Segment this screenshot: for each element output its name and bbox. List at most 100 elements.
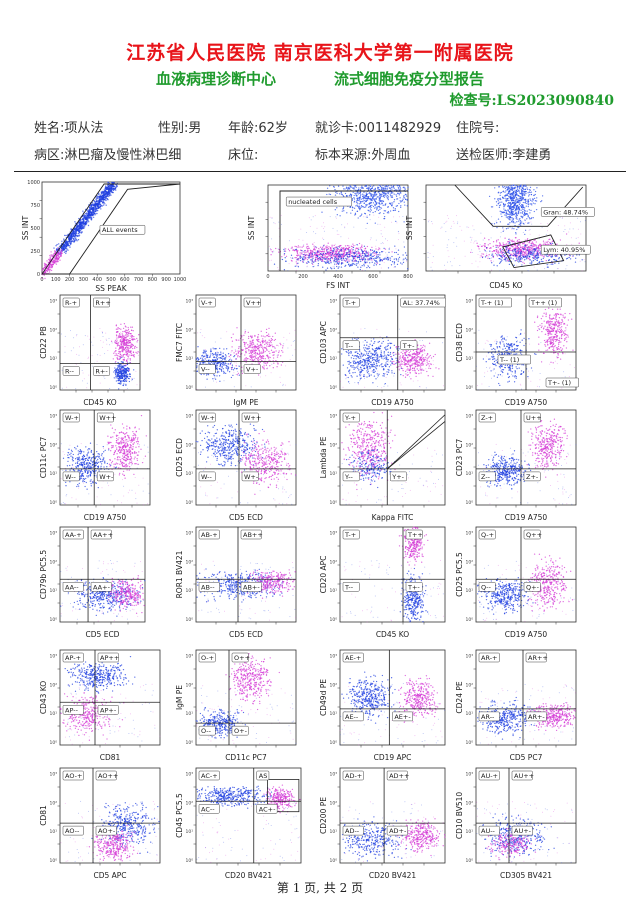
patient-age: 年龄:62岁 bbox=[228, 121, 288, 136]
quadrant-label: R-- bbox=[65, 367, 75, 375]
quadrant-label: AE+- bbox=[394, 713, 411, 721]
quadrant-label: AL: 37.74% bbox=[403, 299, 440, 307]
quadrant-label: AU+- bbox=[514, 827, 532, 835]
x-axis-label: CD5 APC bbox=[93, 871, 126, 880]
y-tick-label: 500 bbox=[30, 226, 40, 232]
report-subtitle: 血液病理诊断中心 流式细胞免疫分型报告 bbox=[0, 68, 640, 89]
inpatient-number: 住院号: bbox=[456, 121, 500, 136]
y-axis-label: SS INT bbox=[21, 215, 30, 240]
specimen-source: 标本来源:外周血 bbox=[315, 148, 411, 163]
quadrant-label: AC-- bbox=[201, 805, 215, 813]
y-axis-label: CD24 PE bbox=[455, 681, 464, 713]
y-axis-label: CD11c PC7 bbox=[39, 436, 48, 478]
quadrant-label: V-+ bbox=[201, 299, 213, 307]
quadrant-label: AU++ bbox=[514, 772, 534, 780]
ward: 病区:淋巴瘤及慢性淋巴细 bbox=[34, 148, 182, 163]
x-tick-label: 1000 bbox=[174, 277, 187, 283]
x-axis-label: CD20 BV421 bbox=[225, 871, 273, 880]
plot-r1d: T-+ (1) T++ (1)T-- (1)T+- (1)10⁰10¹10²10³… bbox=[455, 294, 579, 407]
report-name: 流式细胞免疫分型报告 bbox=[334, 70, 485, 88]
x-tick-label: 300 bbox=[79, 277, 89, 283]
quadrant-label: W++ bbox=[99, 414, 116, 422]
x-tick-label: 200 bbox=[65, 277, 75, 283]
y-axis-label: CD200 PE bbox=[319, 797, 328, 834]
x-tick-label: 100 bbox=[51, 277, 61, 283]
x-axis-label: SS PEAK bbox=[95, 284, 127, 293]
y-tick-label: 1000 bbox=[27, 180, 40, 186]
quadrant-label: AE-- bbox=[345, 713, 359, 721]
quadrant-label: R-+ bbox=[65, 299, 77, 307]
x-axis-label: CD19 A750 bbox=[505, 398, 548, 407]
gate-nucleated-cells: nucleated cells bbox=[288, 198, 338, 206]
x-tick-label: 900 bbox=[161, 277, 171, 283]
y-axis-label: CD25 ECD bbox=[175, 438, 184, 477]
gate-lymphocytes: Lym: 40.95% bbox=[543, 246, 585, 254]
bed: 床位: bbox=[228, 148, 259, 163]
y-tick-label: 250 bbox=[30, 249, 40, 255]
quadrant-label: Q-- bbox=[481, 583, 492, 591]
x-axis-label: CD81 bbox=[100, 753, 121, 762]
y-axis-label: CD10 BV510 bbox=[455, 792, 464, 840]
referring-doctor: 送检医师:李建勇 bbox=[456, 148, 552, 163]
x-axis-label: Kappa FITC bbox=[372, 513, 414, 522]
quadrant-label: Y-- bbox=[344, 473, 354, 481]
quadrant-label: AR++ bbox=[528, 654, 548, 662]
x-tick-label: 700 bbox=[134, 277, 144, 283]
quadrant-label: T++ (1) bbox=[530, 299, 557, 307]
quadrant-label: Q+- bbox=[526, 583, 540, 591]
quadrant-label: O-+ bbox=[201, 654, 214, 662]
quadrant-label: AD++ bbox=[389, 772, 409, 780]
x-tick-label: 400 bbox=[333, 274, 343, 280]
quadrant-label: AR-- bbox=[481, 713, 495, 721]
gate-all-events: ALL events bbox=[102, 226, 138, 234]
quadrant-label: AP-- bbox=[65, 706, 79, 714]
y-axis-label: CD79b PC5.5 bbox=[39, 550, 48, 600]
quadrant-label: T+- (1) bbox=[547, 379, 571, 387]
y-axis-label: CD22 PB bbox=[39, 326, 48, 359]
quadrant-label: AU-- bbox=[481, 827, 496, 835]
x-axis-label: CD11c PC7 bbox=[225, 753, 267, 762]
y-tick-label: 750 bbox=[30, 203, 40, 209]
y-axis-label: CD43 KO bbox=[39, 681, 48, 714]
y-axis-label: Lambda PE bbox=[319, 436, 328, 478]
quadrant-label: W-+ bbox=[201, 414, 215, 422]
quadrant-label: AA-- bbox=[65, 583, 79, 591]
quadrant-label: W+- bbox=[99, 473, 114, 481]
quadrant-label: V++ bbox=[246, 299, 261, 307]
quadrant-label: U++ bbox=[526, 414, 542, 422]
report-number: 检查号:LS2023090840 bbox=[449, 93, 614, 109]
quadrant-label: AS bbox=[259, 772, 268, 780]
quadrant-label: O++ bbox=[234, 654, 250, 662]
quadrant-label: O-- bbox=[201, 727, 212, 735]
quadrant-label: R+- bbox=[95, 367, 108, 375]
quadrant-label: T+- bbox=[407, 583, 420, 591]
quadrant-label: V-- bbox=[201, 366, 210, 374]
quadrant-label: Z-+ bbox=[481, 414, 493, 422]
x-tick-label: 800 bbox=[148, 277, 158, 283]
x-axis-label: CD19 A750 bbox=[505, 513, 548, 522]
quadrant-label: T-- (1) bbox=[499, 356, 519, 364]
x-axis-label: CD5 ECD bbox=[229, 630, 263, 639]
clinic-card: 就诊卡:0011482929 bbox=[315, 121, 442, 136]
quadrant-label: AP+- bbox=[100, 706, 117, 714]
y-axis-label: CD103 APC bbox=[319, 321, 328, 364]
y-axis-label: SS INT bbox=[405, 215, 414, 240]
quadrant-label: AB++ bbox=[243, 531, 263, 539]
x-axis-label: CD19 A750 bbox=[505, 630, 548, 639]
quadrant-label: AO-- bbox=[65, 827, 80, 835]
y-axis-label: FMC7 FITC bbox=[175, 323, 184, 362]
quadrant-label: AC-+ bbox=[201, 772, 218, 780]
y-tick-label: 0 bbox=[37, 272, 40, 278]
